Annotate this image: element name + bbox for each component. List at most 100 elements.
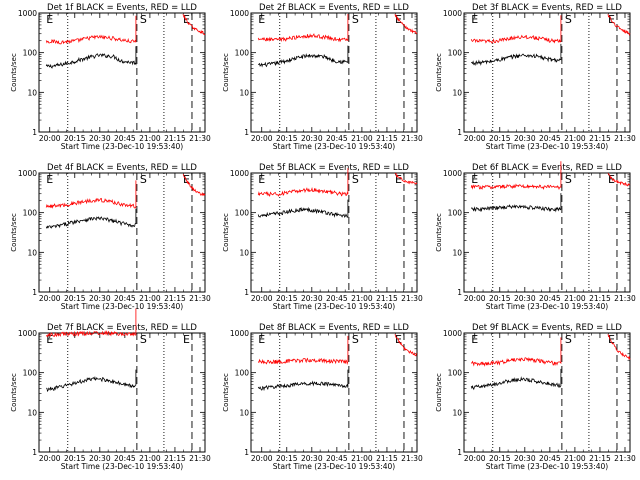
y-tick-label: 1 bbox=[457, 448, 462, 457]
plot-frame bbox=[38, 172, 206, 293]
chart-title: Det 5f BLACK = Events, RED = LLD bbox=[259, 163, 409, 173]
lld-series-line bbox=[257, 168, 349, 198]
lld-series-line bbox=[257, 14, 349, 43]
x-tick-label: 21:00 bbox=[139, 134, 161, 143]
x-tick-label: 20:15 bbox=[276, 134, 298, 143]
y-axis-label: Counts/sec bbox=[435, 373, 443, 412]
marker-label: S bbox=[140, 13, 147, 26]
chart-title: Det 3f BLACK = Events, RED = LLD bbox=[472, 3, 622, 13]
y-tick-label: 1000 bbox=[443, 329, 462, 338]
plot-frame bbox=[463, 12, 631, 133]
x-axis-label: Start Time (23-Dec-10 19:53:40) bbox=[273, 142, 395, 151]
x-tick-label: 21:15 bbox=[589, 454, 611, 463]
y-tick-label: 100 bbox=[23, 49, 38, 58]
y-tick-label: 100 bbox=[23, 369, 38, 378]
events-series-line bbox=[257, 45, 349, 68]
y-tick-label: 100 bbox=[448, 49, 463, 58]
marker-label: E bbox=[608, 173, 615, 186]
chart-title: Det 1f BLACK = Events, RED = LLD bbox=[47, 3, 197, 13]
chart-title: Det 4f BLACK = Events, RED = LLD bbox=[47, 163, 197, 173]
x-tick-label: 20:30 bbox=[514, 134, 536, 143]
y-tick-label: 1000 bbox=[18, 329, 37, 338]
marker-label: E bbox=[46, 13, 53, 26]
x-tick-label: 21:30 bbox=[401, 294, 423, 303]
x-tick-label: 20:30 bbox=[301, 294, 323, 303]
y-tick-label: 100 bbox=[448, 209, 463, 218]
marker-label: E bbox=[395, 173, 402, 186]
x-tick-label: 20:15 bbox=[276, 294, 298, 303]
marker-label: S bbox=[352, 333, 359, 346]
x-tick-label: 20:45 bbox=[326, 294, 348, 303]
lld-decay-line bbox=[607, 14, 631, 36]
lld-series-line bbox=[45, 180, 137, 209]
x-axis-label: Start Time (23-Dec-10 19:53:40) bbox=[486, 302, 608, 311]
marker-label: S bbox=[565, 333, 572, 346]
x-tick-label: 21:30 bbox=[189, 454, 211, 463]
x-tick-label: 20:30 bbox=[89, 294, 111, 303]
x-tick-label: 20:00 bbox=[251, 134, 273, 143]
y-axis-label: Counts/sec bbox=[435, 213, 443, 252]
lld-decay-line bbox=[607, 173, 631, 187]
chart-panel-9: Det 9f BLACK = Events, RED = LLD 1 10 100 10… bbox=[435, 323, 636, 471]
marker-label: E bbox=[471, 173, 478, 186]
x-tick-label: 20:00 bbox=[464, 134, 486, 143]
x-tick-label: 20:30 bbox=[301, 454, 323, 463]
lld-series-line bbox=[257, 335, 349, 366]
lld-decay-line bbox=[394, 13, 418, 35]
y-axis-label: Counts/sec bbox=[222, 213, 230, 252]
x-tick-label: 20:45 bbox=[114, 134, 136, 143]
x-tick-label: 20:30 bbox=[89, 454, 111, 463]
x-tick-label: 20:45 bbox=[539, 454, 561, 463]
y-tick-label: 1000 bbox=[230, 329, 249, 338]
y-tick-label: 1 bbox=[32, 288, 37, 297]
y-axis-label: Counts/sec bbox=[10, 213, 18, 252]
lld-decay-line bbox=[394, 172, 418, 185]
x-tick-label: 20:15 bbox=[489, 294, 511, 303]
y-tick-label: 1000 bbox=[443, 9, 462, 18]
y-tick-label: 100 bbox=[23, 209, 38, 218]
x-tick-label: 20:15 bbox=[64, 134, 86, 143]
marker-label: E bbox=[608, 13, 615, 26]
lld-series-line bbox=[45, 308, 137, 338]
chart-title: Det 7f BLACK = Events, RED = LLD bbox=[47, 323, 197, 333]
chart-title: Det 9f BLACK = Events, RED = LLD bbox=[472, 323, 622, 333]
lld-series-line bbox=[45, 15, 137, 45]
chart-title: Det 6f BLACK = Events, RED = LLD bbox=[472, 163, 622, 173]
x-tick-label: 21:15 bbox=[164, 454, 186, 463]
x-tick-label: 21:30 bbox=[614, 454, 636, 463]
x-tick-label: 21:15 bbox=[589, 294, 611, 303]
lld-series-line bbox=[470, 337, 562, 367]
plot-frame bbox=[250, 332, 418, 453]
plot-frame bbox=[463, 172, 631, 293]
lld-series-line bbox=[470, 15, 562, 44]
x-axis-label: Start Time (23-Dec-10 19:53:40) bbox=[486, 142, 608, 151]
marker-label: S bbox=[140, 333, 147, 346]
lld-decay-line bbox=[394, 333, 417, 357]
chart-panel-3: Det 3f BLACK = Events, RED = LLD 1 10 100 10… bbox=[435, 3, 636, 151]
events-series-line bbox=[470, 368, 562, 391]
x-tick-label: 21:15 bbox=[376, 454, 398, 463]
y-tick-label: 1 bbox=[457, 288, 462, 297]
y-tick-label: 1 bbox=[32, 128, 37, 137]
x-axis-label: Start Time (23-Dec-10 19:53:40) bbox=[61, 302, 183, 311]
x-tick-label: 20:45 bbox=[539, 134, 561, 143]
x-axis-label: Start Time (23-Dec-10 19:53:40) bbox=[273, 302, 395, 311]
x-tick-label: 21:30 bbox=[614, 294, 636, 303]
marker-label: S bbox=[352, 173, 359, 186]
x-tick-label: 20:15 bbox=[489, 454, 511, 463]
x-tick-label: 21:15 bbox=[376, 134, 398, 143]
y-tick-label: 10 bbox=[239, 88, 249, 97]
plot-frame bbox=[38, 12, 206, 133]
x-tick-label: 21:00 bbox=[139, 294, 161, 303]
lld-series-line bbox=[470, 161, 562, 190]
y-axis-label: Counts/sec bbox=[10, 53, 18, 92]
x-axis-label: Start Time (23-Dec-10 19:53:40) bbox=[273, 462, 395, 471]
x-tick-label: 20:15 bbox=[64, 454, 86, 463]
x-tick-label: 21:15 bbox=[376, 294, 398, 303]
x-tick-label: 20:00 bbox=[464, 454, 486, 463]
x-tick-label: 20:45 bbox=[114, 294, 136, 303]
y-tick-label: 1000 bbox=[18, 169, 37, 178]
x-tick-label: 20:45 bbox=[114, 454, 136, 463]
events-series-line bbox=[257, 369, 349, 392]
